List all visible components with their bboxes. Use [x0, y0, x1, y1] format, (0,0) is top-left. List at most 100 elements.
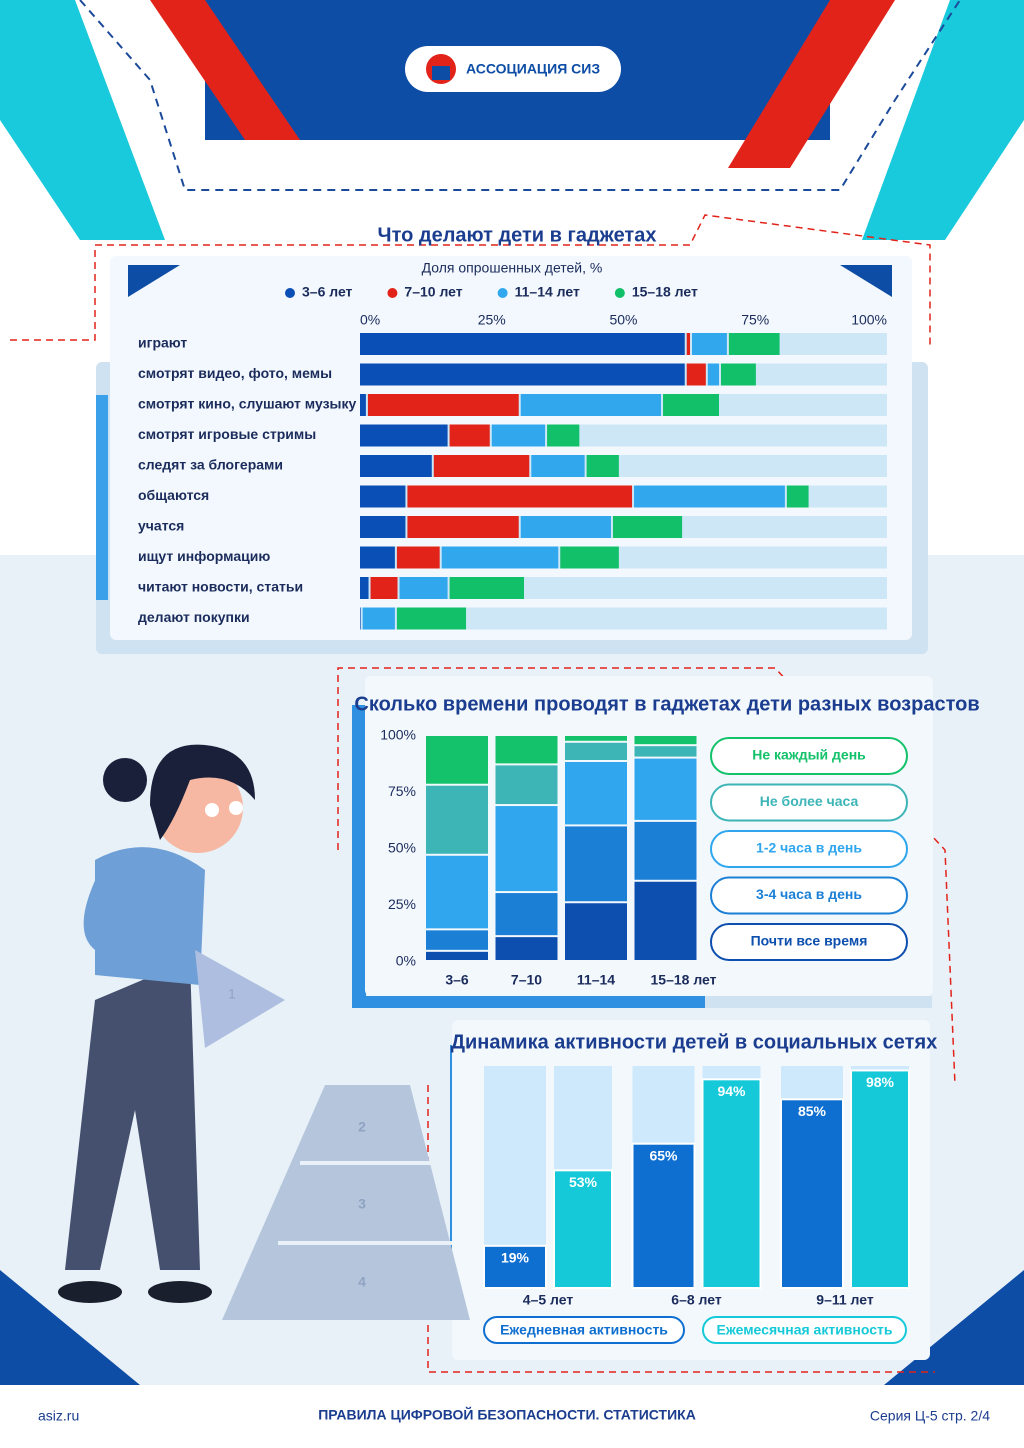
podium-label: 4: [358, 1274, 366, 1290]
bar-segment: [720, 363, 756, 386]
category-label: играют: [138, 335, 187, 351]
bar: [701, 1078, 762, 1289]
bar-segment: [360, 333, 685, 355]
y-tick-label: 100%: [380, 727, 416, 743]
cyan-stripe: [862, 0, 1024, 240]
bar-segment: [560, 546, 619, 569]
legend-marker: [614, 288, 625, 298]
legend-marker: [497, 288, 508, 298]
legend-label: 15–18 лет: [632, 284, 698, 300]
bar-segment: [360, 424, 448, 447]
podium-label: 2: [358, 1119, 366, 1135]
bar-segment: [686, 363, 706, 386]
value-label: 85%: [798, 1103, 827, 1119]
cyan-stripe: [0, 0, 165, 240]
x-tick-label: 100%: [851, 312, 887, 328]
logo-pill: [405, 46, 621, 92]
y-tick-label: 50%: [388, 840, 416, 856]
bar: [780, 1098, 844, 1290]
bar-segment: [495, 806, 558, 892]
bar-segment: [520, 516, 611, 538]
x-tick-label: 15–18 лет: [651, 972, 717, 988]
x-tick-label: 6–8 лет: [671, 1292, 722, 1308]
paper-label: 1: [228, 986, 236, 1002]
legend-pill: [710, 830, 908, 868]
bar-segment: [433, 455, 530, 477]
podium: [222, 1085, 470, 1320]
category-label: ищут информацию: [138, 548, 270, 564]
bar-segment: [634, 485, 785, 508]
person-hair: [103, 758, 147, 802]
bar-segment: [449, 577, 525, 599]
bar-segment: [565, 742, 627, 760]
bar-segment: [360, 363, 685, 386]
footer: [0, 1385, 1024, 1448]
bar-segment: [692, 333, 727, 355]
corner: [0, 1270, 140, 1385]
person-shoe: [58, 1281, 122, 1303]
category-label: смотрят видео, фото, мемы: [138, 365, 332, 381]
bar-segment: [612, 516, 683, 538]
bar-segment: [407, 485, 633, 508]
category-label: учатся: [138, 518, 184, 534]
dashed-line: [10, 214, 931, 345]
legend-pill: [710, 783, 908, 822]
x-tick-label: 9–11 лет: [816, 1292, 874, 1308]
bar-segment: [565, 736, 627, 741]
chart-title: Сколько времени проводят в гаджетах дети…: [354, 693, 979, 715]
chart-title: Динамика активности детей в социальных с…: [451, 1031, 937, 1053]
bar-segment: [360, 516, 406, 538]
legend-pill: [710, 737, 908, 775]
legend-label: Не каждый день: [752, 747, 866, 763]
bar-track: [360, 607, 887, 630]
person-legs: [65, 960, 200, 1270]
legend-label: 7–10 лет: [404, 284, 462, 300]
bar-segment: [663, 394, 719, 416]
bar-segment: [586, 455, 619, 477]
legend-pill: [702, 1316, 907, 1344]
podium-label: 3: [358, 1196, 366, 1212]
x-tick-label: 25%: [478, 312, 506, 328]
footer-site: asiz.ru: [38, 1408, 79, 1424]
bar-segment: [707, 363, 719, 386]
bar-segment: [634, 758, 697, 820]
person-eye: [229, 801, 243, 815]
bar-segment: [634, 736, 697, 745]
bar-segment: [441, 546, 559, 569]
red-stripe: [150, 0, 300, 140]
x-tick-label: 7–10: [511, 972, 542, 988]
card-corner: [128, 265, 180, 297]
bar: [850, 1069, 910, 1289]
card-accent: [352, 996, 705, 1008]
chart-title: Что делают дети в гаджетах: [378, 224, 657, 246]
logo-icon: [432, 66, 450, 80]
y-tick-label: 75%: [388, 783, 416, 799]
category-label: читают новости, статьи: [138, 579, 303, 595]
bar-segment: [367, 394, 519, 416]
x-tick-label: 4–5 лет: [523, 1292, 574, 1308]
logo-text: АССОЦИАЦИЯ СИЗ: [466, 61, 600, 77]
category-label: делают покупки: [138, 609, 250, 625]
bar-segment: [396, 546, 440, 569]
legend-label: 3–6 лет: [302, 284, 353, 300]
card-corner: [840, 265, 892, 297]
y-tick-label: 0%: [396, 953, 416, 969]
bar-segment: [491, 424, 546, 447]
legend-label: 11–14 лет: [515, 284, 580, 300]
bar-segment: [634, 881, 697, 960]
legend-marker: [285, 288, 295, 298]
person-eye: [205, 803, 219, 817]
bar-segment: [426, 951, 488, 960]
dashed-line: [427, 1085, 935, 1373]
bar-segment: [426, 736, 488, 784]
bar-segment: [728, 333, 780, 355]
bar-segment: [360, 394, 366, 416]
value-label: 53%: [569, 1174, 598, 1190]
dashed-line: [79, 0, 961, 191]
legend-label: 3-4 часа в день: [756, 886, 862, 902]
axis-label: Доля опрошенных детей, %: [422, 260, 603, 276]
bar-segment: [449, 424, 490, 447]
bar-segment: [426, 785, 488, 854]
bar-segment: [520, 394, 662, 416]
